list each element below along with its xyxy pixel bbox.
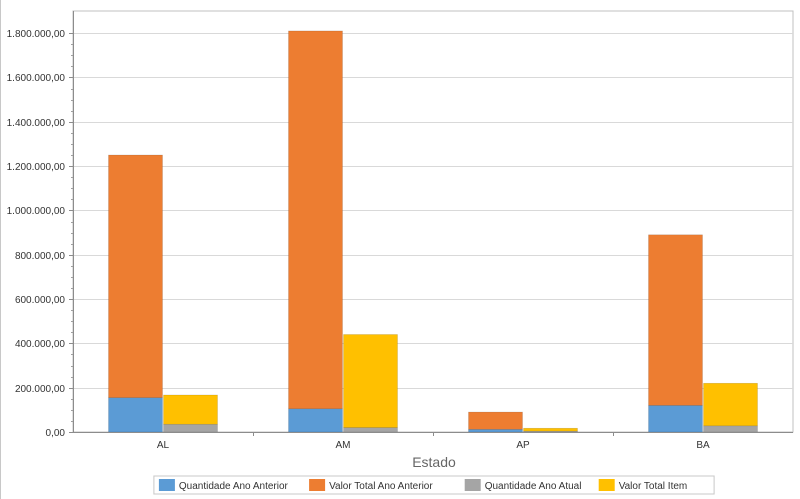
bar-segment[interactable] [468,429,523,433]
y-tick-label: 200.000,00 [15,384,65,395]
bar-segment[interactable] [523,427,578,432]
y-axis-tick-labels: 0,00 200.000,00 400.000,00 600.000,00 800.00… [7,29,66,439]
bar-segment[interactable] [648,405,703,433]
bar-segment[interactable] [163,394,218,425]
bar-segment[interactable] [703,382,758,427]
x-tick-label: AM [336,440,351,451]
x-tick-label: BA [696,440,710,451]
y-tick-label: 1.600.000,00 [7,73,66,84]
y-tick-label: 400.000,00 [15,339,65,350]
x-tick-label: AL [157,440,170,451]
y-tick-label: 1.800.000,00 [7,29,66,40]
x-axis-title: Estado [412,454,456,470]
x-tick-label: AP [516,440,530,451]
axes [69,11,793,436]
bar-segment[interactable] [468,411,523,430]
legend-label[interactable]: Quantidade Ano Anterior [179,481,289,492]
legend-swatch [158,479,175,491]
y-tick-label: 600.000,00 [15,295,65,306]
window-edge [0,0,1,499]
bar-segment[interactable] [343,334,398,428]
bar-segment[interactable] [703,425,758,433]
bars [108,30,758,433]
legend-label[interactable]: Valor Total Item [619,481,688,492]
x-axis-tick-labels: AL AM AP BA [157,440,710,451]
legend-swatch [309,479,326,491]
legend-swatch [598,479,615,491]
bar-segment[interactable] [288,30,343,410]
bar-segment[interactable] [108,154,163,398]
y-tick-label: 1.000.000,00 [7,206,66,217]
bar-segment[interactable] [648,234,703,406]
legend-box [153,475,715,495]
legend-label[interactable]: Valor Total Ano Anterior [329,481,433,492]
y-tick-label: 1.400.000,00 [7,118,66,129]
bar-segment[interactable] [343,427,398,433]
bar-segment[interactable] [163,423,218,433]
legend-swatch [464,479,481,491]
legend[interactable]: Quantidade Ano Anterior Valor Total Ano A… [153,475,715,495]
y-tick-label: 0,00 [46,428,66,439]
legend-label[interactable]: Quantidade Ano Atual [485,481,582,492]
bar-segment[interactable] [288,408,343,433]
bar-segment[interactable] [108,397,163,433]
y-tick-label: 800.000,00 [15,251,65,262]
y-tick-label: 1.200.000,00 [7,162,66,173]
